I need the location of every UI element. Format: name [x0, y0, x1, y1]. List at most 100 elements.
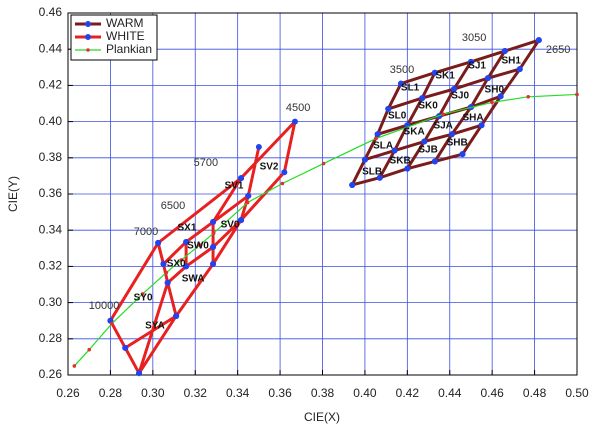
cct-label: 3500	[390, 64, 414, 76]
point	[210, 261, 217, 268]
cct-label: 2650	[546, 44, 570, 56]
plot-frame	[67, 12, 578, 376]
point	[164, 279, 171, 286]
x-tick-label: 0.46	[480, 386, 504, 400]
bin-label: SLB	[362, 167, 382, 178]
bin-label: SX1	[178, 223, 197, 234]
point	[450, 86, 457, 93]
point	[419, 95, 426, 102]
x-tick-label: 0.28	[99, 386, 123, 400]
bin-label: SW0	[187, 241, 209, 252]
point	[478, 122, 485, 129]
legend-label: Plankian	[106, 42, 152, 56]
point	[374, 136, 378, 141]
bin-label: SHA	[463, 113, 484, 124]
y-tick-label: 0.46	[39, 5, 63, 19]
bin-label: SJA	[433, 121, 452, 132]
bin-label: SJ0	[451, 91, 469, 102]
point	[164, 270, 169, 275]
x-tick-label: 0.50	[565, 386, 589, 400]
point	[173, 312, 180, 319]
point	[441, 112, 445, 116]
point	[349, 181, 356, 188]
y-tick-label: 0.42	[39, 78, 63, 92]
y-tick-label: 0.40	[39, 114, 63, 128]
cct-label: 6500	[161, 200, 185, 212]
point	[575, 92, 579, 97]
point	[245, 200, 250, 205]
cct-label: 3050	[462, 32, 486, 44]
cct-label: 5700	[194, 157, 218, 169]
y-axis-label: CIE(Y)	[6, 176, 20, 212]
legend-marker	[85, 21, 91, 27]
cct-label: 4500	[286, 102, 310, 114]
point	[160, 261, 167, 268]
point	[179, 258, 184, 262]
bin-label: SK1	[435, 71, 455, 82]
point	[183, 238, 190, 245]
point	[391, 147, 398, 154]
point	[87, 347, 92, 352]
point	[374, 131, 381, 138]
bin-label: SV0	[221, 220, 240, 231]
series-line	[73, 93, 578, 367]
x-tick-label: 0.42	[396, 386, 420, 400]
bin-label: SYA	[145, 321, 165, 332]
bin-label: SV2	[260, 162, 279, 173]
point	[376, 174, 383, 181]
y-tick-label: 0.34	[39, 222, 63, 236]
bin-label: SHB	[447, 138, 468, 149]
legend-label: WHITE	[106, 29, 145, 43]
point	[467, 58, 474, 65]
point	[404, 165, 411, 172]
point	[280, 181, 285, 186]
point	[255, 143, 262, 150]
point	[484, 75, 491, 82]
point	[321, 161, 326, 166]
point	[516, 66, 523, 73]
y-tick-label: 0.32	[39, 259, 63, 273]
bin-label: SY0	[134, 293, 153, 304]
point	[291, 118, 298, 125]
bin-label: SH0	[485, 85, 505, 96]
point	[490, 100, 494, 105]
point	[238, 175, 245, 182]
point	[136, 370, 143, 377]
point	[197, 243, 202, 247]
legend-marker	[86, 48, 90, 52]
legend-label: WARM	[106, 16, 144, 30]
point	[210, 219, 217, 226]
point	[448, 131, 455, 138]
x-tick-label: 0.30	[141, 386, 165, 400]
bin-label: SL0	[388, 111, 407, 122]
point	[459, 151, 466, 158]
point	[421, 138, 428, 145]
x-tick-label: 0.26	[56, 386, 80, 400]
x-tick-label: 0.34	[226, 386, 250, 400]
bin-label: SK0	[418, 101, 438, 112]
bin-label: SL1	[401, 83, 420, 94]
x-tick-label: 0.38	[311, 386, 335, 400]
point	[72, 364, 77, 368]
x-tick-label: 0.40	[353, 386, 377, 400]
bin-label: SKB	[390, 156, 411, 167]
bin-label: SLA	[373, 141, 393, 152]
point	[238, 217, 245, 224]
point	[397, 80, 404, 87]
point	[183, 263, 190, 270]
y-tick-label: 0.44	[39, 41, 63, 55]
bin-label: SKA	[404, 127, 425, 138]
x-tick-label: 0.44	[438, 386, 462, 400]
point	[140, 292, 145, 296]
point	[431, 158, 438, 165]
x-tick-label: 0.48	[523, 386, 547, 400]
point	[210, 244, 217, 251]
bin-label: SJB	[418, 145, 437, 156]
point	[361, 156, 368, 163]
point	[385, 105, 392, 112]
point	[122, 344, 129, 351]
x-tick-label: 0.32	[184, 386, 208, 400]
cct-label: 10000	[89, 300, 120, 312]
